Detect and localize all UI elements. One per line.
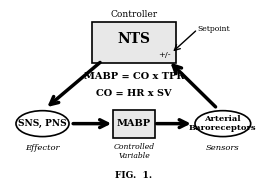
FancyBboxPatch shape xyxy=(92,22,176,63)
Text: Controller: Controller xyxy=(110,10,158,19)
Text: Controlled
Variable: Controlled Variable xyxy=(113,143,155,160)
Text: Setpoint: Setpoint xyxy=(198,25,230,33)
Text: CO = HR x SV: CO = HR x SV xyxy=(96,89,172,98)
Text: SNS, PNS: SNS, PNS xyxy=(18,119,67,128)
Text: NTS: NTS xyxy=(117,32,151,46)
Ellipse shape xyxy=(16,111,69,137)
Ellipse shape xyxy=(195,111,251,137)
Text: FIG.  1.: FIG. 1. xyxy=(116,171,152,180)
Text: MABP: MABP xyxy=(117,119,151,128)
Text: Sensors: Sensors xyxy=(206,144,240,152)
Text: Arterial
Baroreceptors: Arterial Baroreceptors xyxy=(189,115,257,132)
Text: +/-: +/- xyxy=(158,51,171,59)
Text: MABP = CO x TPR: MABP = CO x TPR xyxy=(84,72,184,81)
Text: Effector: Effector xyxy=(25,144,60,152)
FancyBboxPatch shape xyxy=(113,110,155,138)
